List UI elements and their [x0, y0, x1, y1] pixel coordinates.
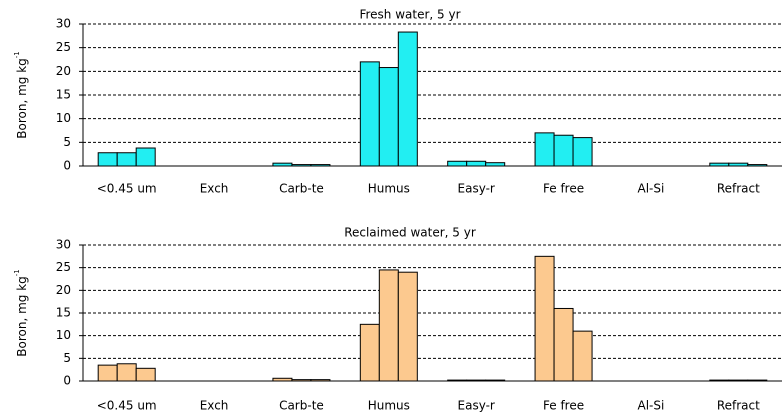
y-tick-label: 15 — [56, 306, 71, 320]
y-tick-label: 30 — [56, 238, 71, 252]
x-tick-label: Humus — [368, 399, 410, 413]
y-tick-label: 0 — [63, 159, 71, 173]
x-tick-label: Refract — [717, 182, 760, 196]
y-tick-label: 15 — [56, 88, 71, 102]
x-tick-label: Carb-te — [279, 399, 324, 413]
bar — [359, 61, 380, 167]
x-tick-label: Al-Si — [638, 399, 665, 413]
chart-title: Fresh water, 5 yr — [359, 8, 460, 22]
x-tick-label: Humus — [368, 182, 410, 196]
y-tick-label: 5 — [63, 135, 71, 149]
bar — [135, 147, 156, 167]
x-tick-label: Carb-te — [279, 182, 324, 196]
bar — [97, 364, 118, 382]
x-tick-label: Easy-r — [458, 182, 495, 196]
x-tick-label: Fe free — [543, 182, 584, 196]
y-tick-label: 0 — [63, 374, 71, 388]
y-axis-label-text: Boron, mg kg — [15, 58, 29, 139]
bar — [447, 160, 468, 167]
bar — [466, 160, 487, 167]
x-tick-label: Fe free — [543, 399, 584, 413]
bar — [97, 152, 118, 167]
bar — [397, 31, 418, 167]
y-tick-label: 5 — [63, 351, 71, 365]
bar — [553, 307, 574, 382]
x-tick-label: Al-Si — [638, 182, 665, 196]
bar — [572, 137, 593, 167]
bar — [378, 269, 399, 382]
y-tick-label: 20 — [56, 283, 71, 297]
bar — [553, 134, 574, 167]
bar — [116, 363, 137, 382]
y-axis-label-superscript: -1 — [13, 51, 21, 58]
x-tick-label: Exch — [200, 182, 229, 196]
x-tick-label: <0.45 um — [97, 399, 157, 413]
bar — [135, 367, 156, 382]
bar — [116, 152, 137, 167]
y-axis-label-text: Boron, mg kg — [15, 276, 29, 357]
y-tick-label: 20 — [56, 64, 71, 78]
y-axis-label-superscript: -1 — [13, 269, 21, 276]
bar — [359, 323, 380, 382]
y-axis-label: Boron, mg kg-1 — [13, 269, 29, 357]
bar — [397, 271, 418, 382]
bar — [572, 330, 593, 382]
y-tick-label: 10 — [56, 328, 71, 342]
x-tick-label: Refract — [717, 399, 760, 413]
bar — [378, 67, 399, 167]
y-tick-label: 10 — [56, 111, 71, 125]
y-tick-label: 25 — [56, 40, 71, 54]
bar — [534, 132, 555, 167]
y-tick-label: 30 — [56, 17, 71, 31]
chart-title: Reclaimed water, 5 yr — [344, 226, 476, 240]
y-tick-label: 25 — [56, 260, 71, 274]
x-tick-label: Exch — [200, 399, 229, 413]
x-tick-label: Easy-r — [458, 399, 495, 413]
y-axis-label: Boron, mg kg-1 — [13, 51, 29, 139]
bar — [534, 255, 555, 382]
x-tick-label: <0.45 um — [97, 182, 157, 196]
